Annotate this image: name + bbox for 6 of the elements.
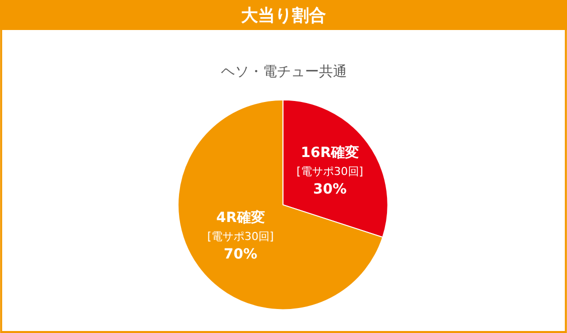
data-label: 30%: [313, 181, 347, 198]
chart-title: 大当り割合: [241, 6, 326, 26]
data-label: 70%: [224, 246, 258, 262]
chart-subtitle: ヘソ・電チュー共通: [221, 64, 347, 80]
slice-label: 16R確変 [電サポ30回]: [296, 144, 364, 178]
slice-label: 4R確変 [電サポ30回]: [207, 208, 274, 244]
